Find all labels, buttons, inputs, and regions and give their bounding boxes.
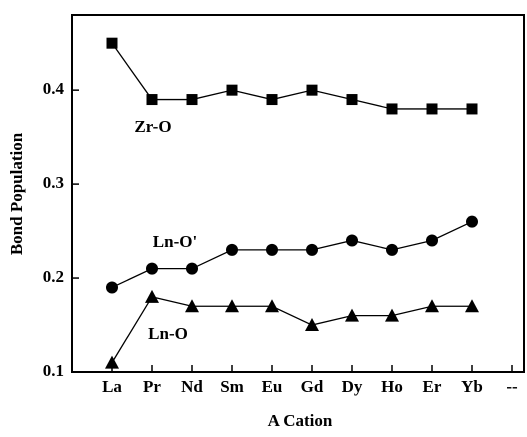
point xyxy=(465,299,479,313)
series-label: Ln-O' xyxy=(153,232,197,251)
point xyxy=(265,299,279,313)
y-tick-label: 0.3 xyxy=(43,173,64,192)
y-axis-label: Bond Population xyxy=(7,132,26,255)
x-axis-label: A Cation xyxy=(268,411,333,430)
x-tick-label: Dy xyxy=(342,377,363,396)
y-tick-label: 0.1 xyxy=(43,361,64,380)
point xyxy=(346,234,358,247)
x-tick-label: Pr xyxy=(143,377,161,396)
x-tick-label: Sm xyxy=(220,377,244,396)
x-tick-label: Ho xyxy=(381,377,403,396)
point xyxy=(426,234,438,247)
plot-frame xyxy=(71,14,525,373)
y-tick-label: 0.2 xyxy=(43,267,64,286)
point xyxy=(425,299,439,313)
series-line xyxy=(111,296,472,363)
x-tick-label: Eu xyxy=(262,377,283,396)
point xyxy=(386,103,398,115)
point xyxy=(225,299,239,313)
point xyxy=(426,103,438,115)
point xyxy=(145,289,159,303)
x-tick-label: Er xyxy=(423,377,442,396)
point xyxy=(466,215,478,228)
point xyxy=(346,94,358,106)
point xyxy=(105,355,119,369)
series-label: Ln-O xyxy=(148,324,188,343)
point xyxy=(385,308,399,322)
series-line xyxy=(111,221,473,289)
point xyxy=(226,84,238,96)
point xyxy=(266,243,278,256)
x-tick-label: Nd xyxy=(181,377,203,396)
point xyxy=(186,262,198,275)
point xyxy=(386,243,398,256)
x-tick-label: Yb xyxy=(461,377,483,396)
point xyxy=(186,94,198,106)
point xyxy=(226,243,238,256)
y-tick-label: 0.4 xyxy=(43,79,65,98)
point xyxy=(106,37,118,49)
x-tick-label: -- xyxy=(506,377,518,396)
point xyxy=(305,318,319,332)
x-tick-label: Gd xyxy=(301,377,324,396)
point xyxy=(146,262,158,275)
series-label: Zr-O xyxy=(134,117,171,136)
point xyxy=(466,103,478,115)
point xyxy=(185,299,199,313)
point xyxy=(306,243,318,256)
point xyxy=(106,281,118,294)
x-tick-label: La xyxy=(102,377,122,396)
series-line xyxy=(111,42,472,110)
point xyxy=(266,94,278,106)
point xyxy=(146,94,158,106)
point xyxy=(306,84,318,96)
point xyxy=(345,308,359,322)
